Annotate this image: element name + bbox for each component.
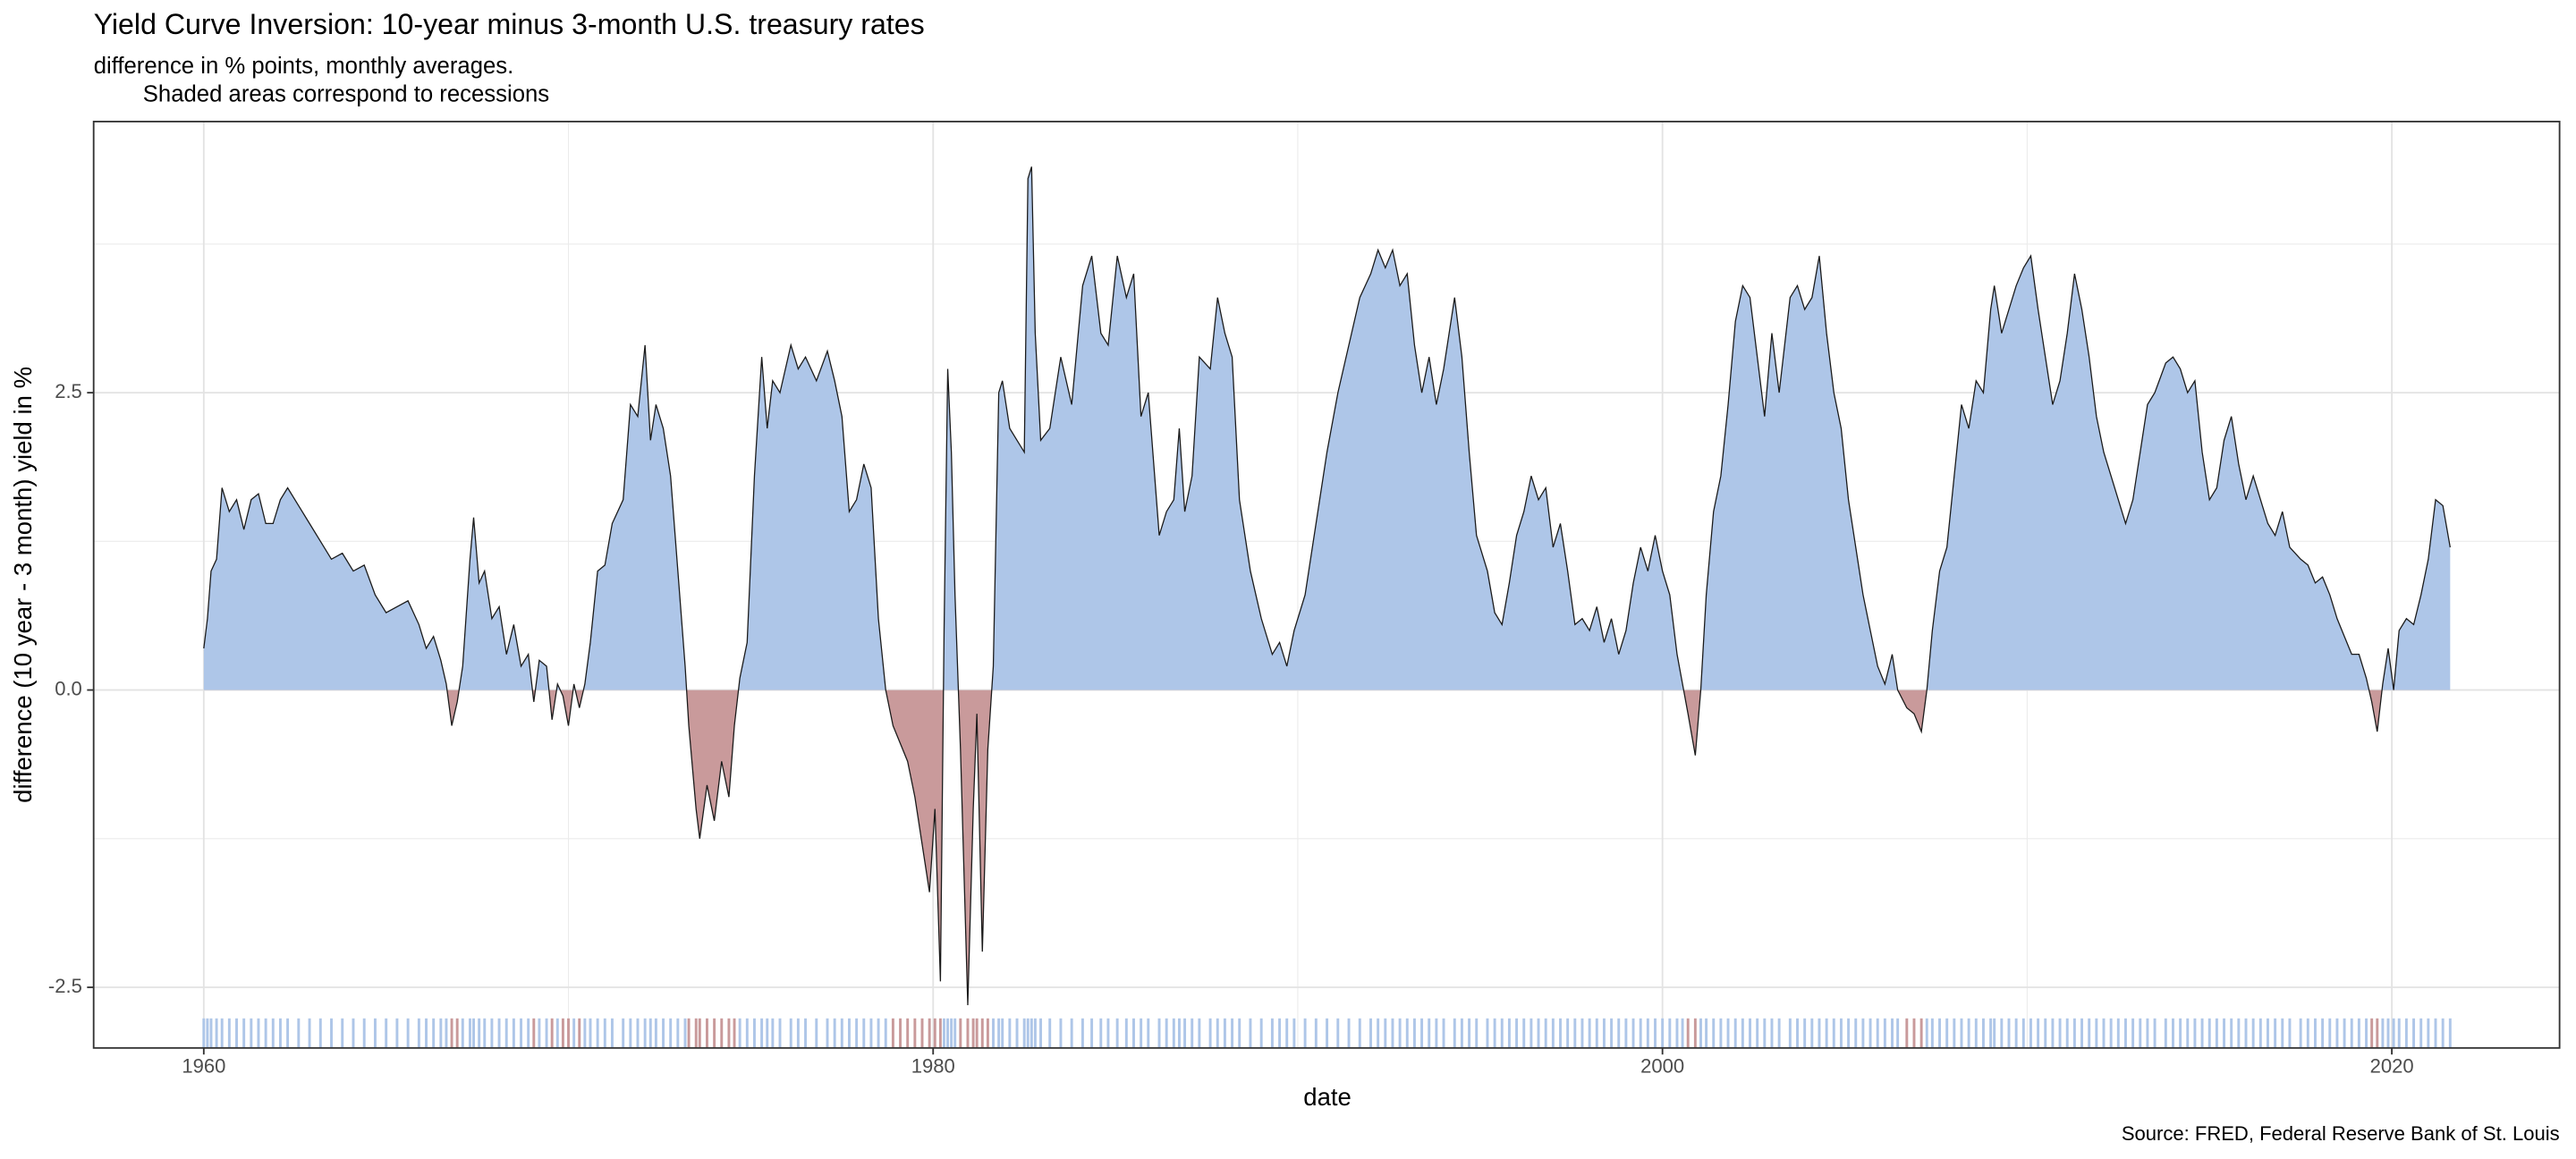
y-axis-title: difference (10 year - 3 month) yield in … (9, 367, 37, 803)
chart-subtitle: Shaded areas correspond to recessions (143, 81, 549, 106)
x-tick-label: 2000 (1640, 1055, 1684, 1078)
y-tick-label: -2.5 (48, 975, 82, 997)
area-positive (203, 166, 2451, 690)
area-negative (446, 689, 2383, 1005)
chart-subtitle: difference in % points, monthly averages… (94, 54, 514, 79)
x-tick-label: 2020 (2370, 1055, 2414, 1078)
line (203, 166, 2451, 1005)
x-tick-label: 1980 (911, 1055, 955, 1078)
chart-title: Yield Curve Inversion: 10-year minus 3-m… (94, 8, 925, 40)
y-tick-label: 2.5 (55, 380, 82, 402)
x-tick-label: 1960 (182, 1055, 225, 1078)
y-tick-label: 0.0 (55, 677, 82, 699)
caption: Source: FRED, Federal Reserve Bank of St… (2122, 1122, 2560, 1145)
panel-border (92, 121, 2561, 1049)
x-axis-title: date (1303, 1083, 1352, 1111)
